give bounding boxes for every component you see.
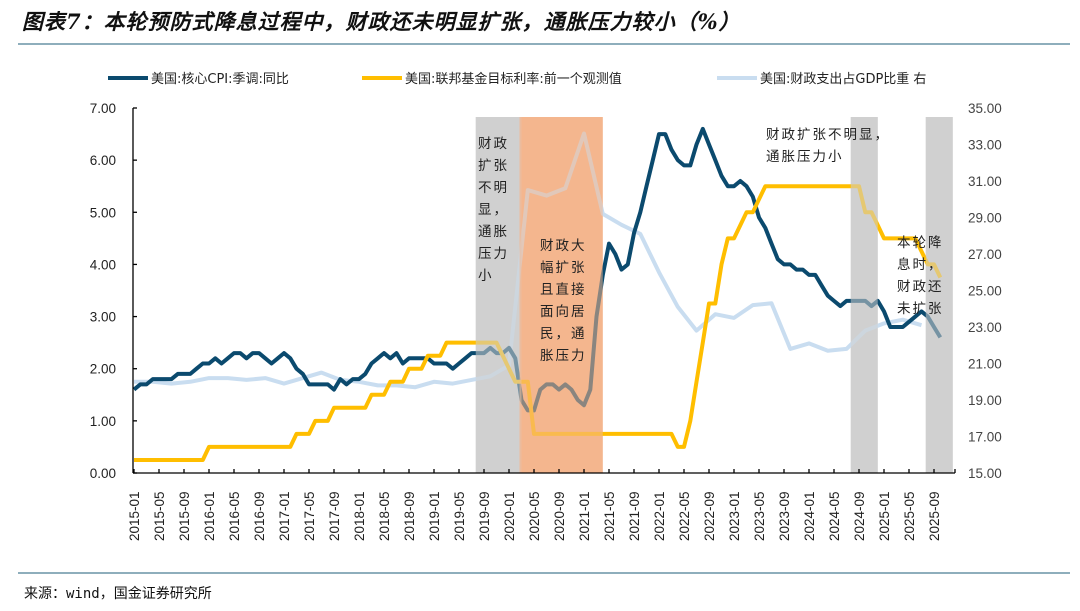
x-tick-label: 2018-01 xyxy=(352,491,367,541)
x-tick-label: 2022-05 xyxy=(677,491,692,541)
x-tick-label: 2022-01 xyxy=(652,491,667,541)
y-right-tick-label: 31.00 xyxy=(968,174,1002,189)
x-tick-label: 2020-05 xyxy=(527,491,542,541)
shaded-region-overlays xyxy=(475,117,953,473)
y-right-tick-label: 21.00 xyxy=(968,357,1002,372)
annotation-text: 通胀压力小 xyxy=(766,149,844,165)
x-tick-label: 2020-09 xyxy=(552,491,567,541)
y-left-tick-label: 1.00 xyxy=(90,414,116,429)
chart-title: 图表7：本轮预防式降息过程中，财政还未明显扩张，通胀压力较小（%） xyxy=(22,9,741,34)
shaded-region xyxy=(519,117,603,473)
y-left-tick-label: 0.00 xyxy=(90,466,116,481)
annotation-text: 胀压力 xyxy=(540,348,587,364)
y-right-tick-label: 23.00 xyxy=(968,320,1002,335)
x-tick-label: 2021-05 xyxy=(602,491,617,541)
x-tick-label: 2025-09 xyxy=(927,491,942,541)
x-tick-label: 2019-05 xyxy=(452,491,467,541)
x-tick-label: 2016-09 xyxy=(252,491,267,541)
x-tick-label: 2018-05 xyxy=(377,491,392,541)
y-right-tick-label: 27.00 xyxy=(968,247,1002,262)
x-tick-label: 2016-05 xyxy=(227,491,242,541)
annotation-text: 压力 xyxy=(478,246,509,262)
x-tick-label: 2015-05 xyxy=(152,491,167,541)
annotation-text: 不明 xyxy=(478,180,509,196)
x-tick-label: 2024-01 xyxy=(802,491,817,541)
shaded-region xyxy=(475,117,522,473)
annotation-text: 财政还 xyxy=(897,279,944,295)
annotation-text: 显， xyxy=(478,202,509,218)
annotation-text: 通胀 xyxy=(478,224,509,240)
x-tick-label: 2023-01 xyxy=(727,491,742,541)
y-left-tick-label: 3.00 xyxy=(90,310,116,325)
shaded-region xyxy=(850,117,878,473)
y-right-tick-label: 15.00 xyxy=(968,466,1002,481)
x-tick-label: 2024-09 xyxy=(852,491,867,541)
y-left-tick-label: 4.00 xyxy=(90,257,116,272)
x-tick-label: 2016-01 xyxy=(202,491,217,541)
y-right-tick-label: 29.00 xyxy=(968,211,1002,226)
legend-label: 美国:联邦基金目标利率:前一个观测值 xyxy=(405,71,622,87)
annotation-text: 未扩张 xyxy=(897,301,944,317)
x-tick-label: 2018-09 xyxy=(402,491,417,541)
y-left-tick-label: 2.00 xyxy=(90,362,116,377)
x-tick-label: 2017-09 xyxy=(327,491,342,541)
y-right-tick-label: 19.00 xyxy=(968,393,1002,408)
legend-label: 美国:财政支出占GDP比重 右 xyxy=(760,71,926,87)
annotation-text: 财政 xyxy=(478,136,509,152)
annotation-text: 扩张 xyxy=(478,158,509,174)
legend: 美国:核心CPI:季调:同比 美国:联邦基金目标利率:前一个观测值 美国:财政支出占… xyxy=(108,71,926,87)
x-tick-label: 2017-05 xyxy=(302,491,317,541)
shaded-region xyxy=(925,117,953,473)
annotation-text: 息时， xyxy=(897,256,944,273)
footer-divider xyxy=(18,572,1070,574)
x-tick-label: 2020-01 xyxy=(502,491,517,541)
x-tick-label: 2017-01 xyxy=(277,491,292,541)
line-chart: 0.00 1.00 2.00 3.00 4.00 5.00 6.00 7.00 15.00 17.… xyxy=(90,71,1002,541)
x-tick-label: 2024-05 xyxy=(827,491,842,541)
y-left-tick-label: 6.00 xyxy=(90,153,116,168)
x-tick-label: 2021-01 xyxy=(577,491,592,541)
annotation-text: 小 xyxy=(478,268,494,284)
title-divider xyxy=(18,43,1070,45)
annotation-text: 幅扩张 xyxy=(540,260,587,276)
x-tick-label: 2023-05 xyxy=(752,491,767,541)
annotation-text: 本轮降 xyxy=(897,235,944,251)
x-tick-label: 2019-01 xyxy=(427,491,442,541)
x-tick-label: 2015-01 xyxy=(127,491,142,541)
annotation-text: 面向居 xyxy=(540,304,587,320)
x-tick-label: 2019-09 xyxy=(477,491,492,541)
x-tick-label: 2021-09 xyxy=(627,491,642,541)
y-right-tick-label: 33.00 xyxy=(968,138,1002,153)
x-tick-label: 2023-09 xyxy=(777,491,792,541)
y-left-tick-label: 7.00 xyxy=(90,101,116,116)
annotation-text: 民，通 xyxy=(540,326,587,342)
x-tick-label: 2025-05 xyxy=(902,491,917,541)
annotation-text: 财政扩张不明显， xyxy=(766,127,890,143)
y-left-tick-label: 5.00 xyxy=(90,205,116,220)
source-note: 来源：wind，国金证券研究所 xyxy=(24,586,212,602)
annotation-text: 且直接 xyxy=(540,281,587,298)
y-right-tick-label: 25.00 xyxy=(968,284,1002,299)
legend-label: 美国:核心CPI:季调:同比 xyxy=(151,72,289,87)
y-right-tick-label: 17.00 xyxy=(968,430,1002,445)
x-tick-label: 2025-01 xyxy=(877,491,892,541)
x-tick-label: 2015-09 xyxy=(177,491,192,541)
annotation-text: 财政大 xyxy=(540,238,587,254)
y-right-tick-label: 35.00 xyxy=(968,101,1002,116)
annotations: 财政扩张不明显，通胀压力小财政大幅扩张且直接面向居民，通胀压力财政扩张不明显，通… xyxy=(478,127,944,364)
axes: 0.00 1.00 2.00 3.00 4.00 5.00 6.00 7.00 15.00 17.… xyxy=(90,101,1002,541)
x-tick-label: 2022-09 xyxy=(702,491,717,541)
